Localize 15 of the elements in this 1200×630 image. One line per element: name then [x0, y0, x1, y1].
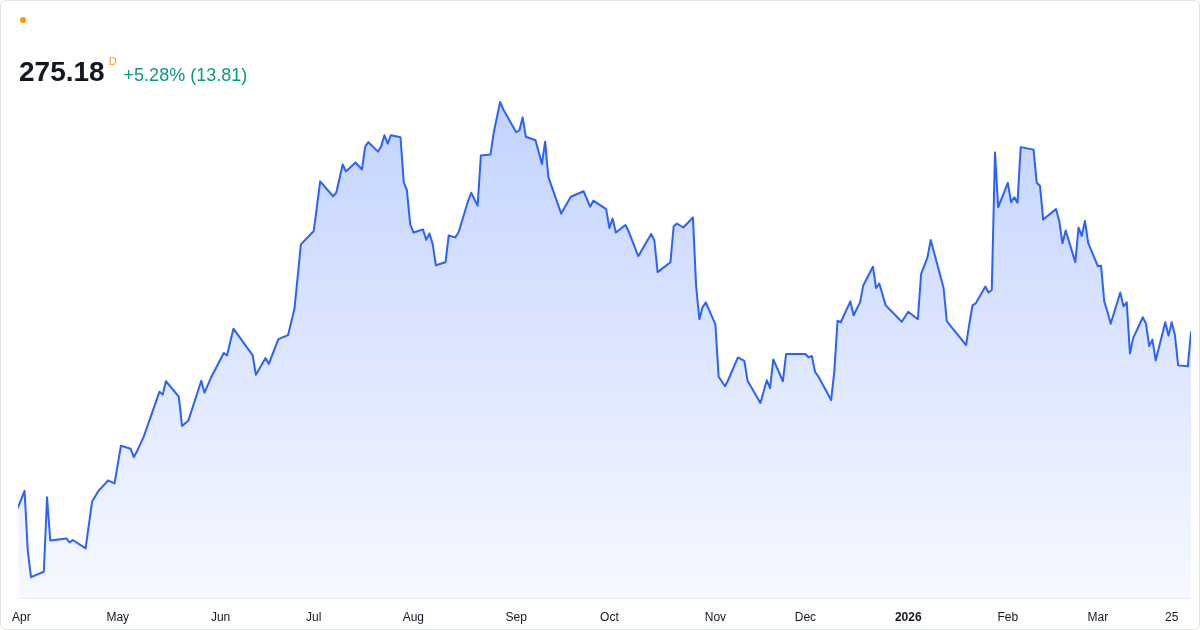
chart-title: 275.18$^{D}$ — [19, 55, 117, 88]
x-tick-label: Nov — [704, 609, 727, 624]
x-tick-label: Mar — [1087, 609, 1109, 624]
x-tick-label: May — [106, 609, 130, 624]
x-tick-label: 2026 — [894, 609, 922, 624]
x-tick-label: Sep — [505, 609, 528, 624]
x-tick-label: Feb — [997, 609, 1019, 624]
x-tick-label: Jul — [306, 609, 322, 624]
x-tick-label: Aug — [402, 609, 425, 624]
x-tick-label: Apr — [11, 609, 31, 624]
chart-subtitle: +5.28% (13.81) — [123, 64, 248, 87]
x-tick-label: Dec — [794, 609, 817, 624]
x-tick-label: Oct — [600, 609, 620, 624]
x-tick-label: 25 — [1165, 609, 1179, 624]
x-tick-label: Jun — [210, 609, 231, 624]
